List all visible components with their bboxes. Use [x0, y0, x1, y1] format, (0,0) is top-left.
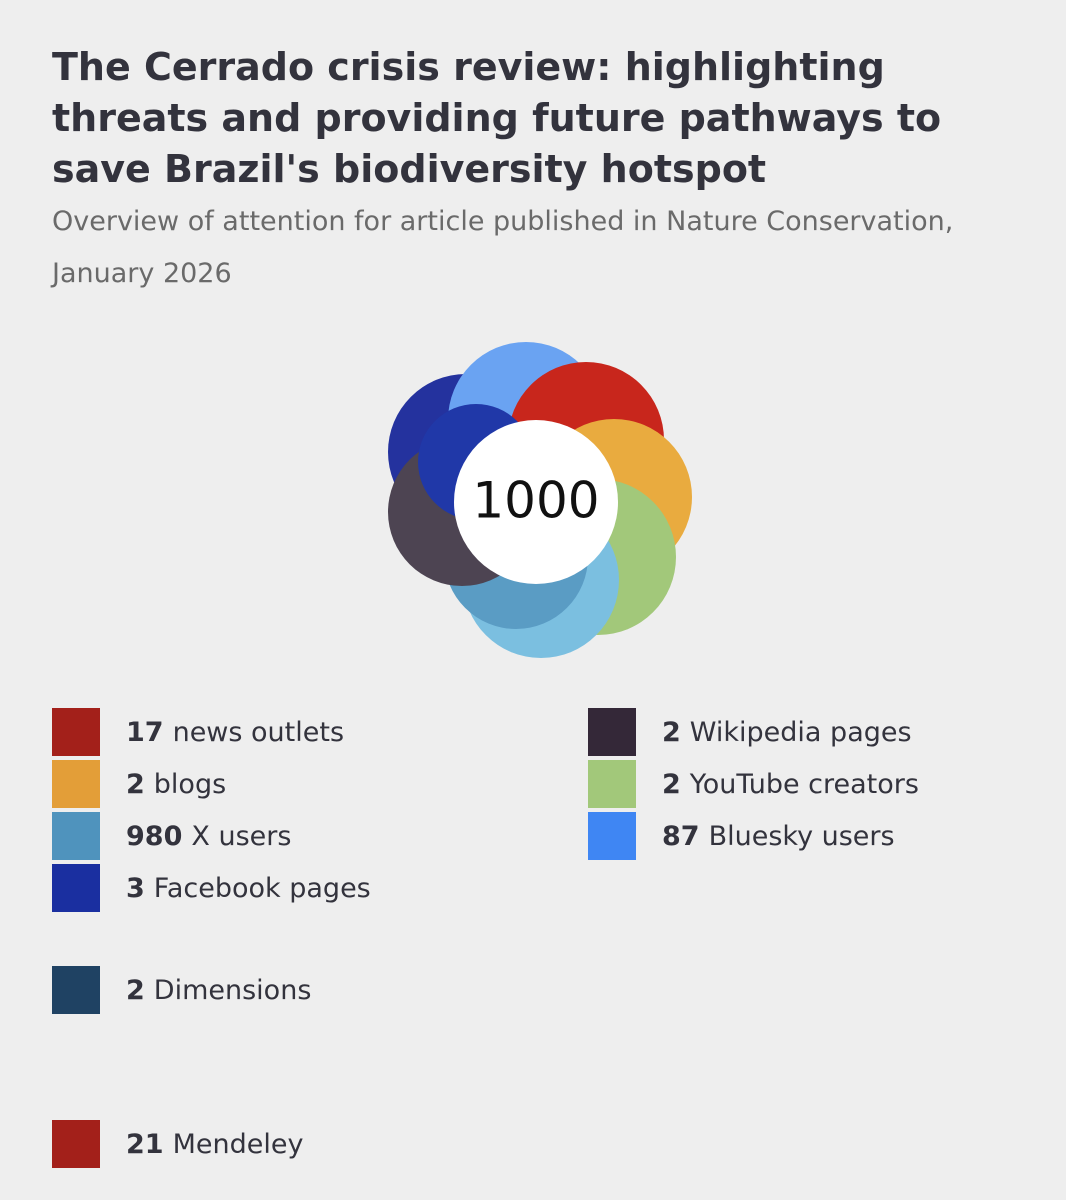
count: 2 [126, 974, 145, 1006]
count: 87 [662, 820, 700, 852]
count: 17 [126, 716, 164, 748]
title: The Cerrado crisis review: highlighting … [52, 45, 942, 191]
legend-swatch [52, 760, 100, 808]
legend-item: 980 X users [52, 812, 291, 860]
subtitle: Overview of attention for article publis… [52, 206, 954, 289]
count: 2 [126, 768, 145, 800]
legend-item: 2 Dimensions [52, 966, 311, 1014]
count: 2 [662, 768, 681, 800]
label: Dimensions [153, 974, 312, 1006]
legend-swatch [588, 812, 636, 860]
count: 2 [662, 716, 681, 748]
score: 1000 [472, 472, 599, 530]
label: Mendeley [172, 1128, 304, 1160]
count: 21 [126, 1128, 164, 1160]
legend-swatch [52, 966, 100, 1014]
legend-swatch [588, 708, 636, 756]
donut-center [454, 420, 618, 584]
legend-item: 17 news outlets [52, 708, 344, 756]
label: news outlets [172, 716, 345, 748]
count: 980 [126, 820, 183, 852]
label: blogs [153, 768, 227, 800]
legend-swatch [52, 864, 100, 912]
label: Wikipedia pages [689, 716, 912, 748]
legend-item: 87 Bluesky users [588, 812, 895, 860]
legend-item: 2 YouTube creators [588, 760, 919, 808]
count: 3 [126, 872, 145, 904]
donut-petals: 1000 [388, 342, 692, 658]
donut: 1000 [388, 342, 692, 658]
legend-swatch [588, 760, 636, 808]
legend-item: 2 Wikipedia pages [588, 708, 912, 756]
legend-swatch [52, 1120, 100, 1168]
label: Bluesky users [708, 820, 895, 852]
legend-item: 2 blogs [52, 760, 226, 808]
label: X users [191, 820, 292, 852]
legend-item: 21 Mendeley [52, 1120, 303, 1168]
legend-swatch [52, 812, 100, 860]
legend-swatch [52, 708, 100, 756]
label: YouTube creators [689, 768, 919, 800]
legend-item: 3 Facebook pages [52, 864, 371, 912]
label: Facebook pages [153, 872, 371, 904]
